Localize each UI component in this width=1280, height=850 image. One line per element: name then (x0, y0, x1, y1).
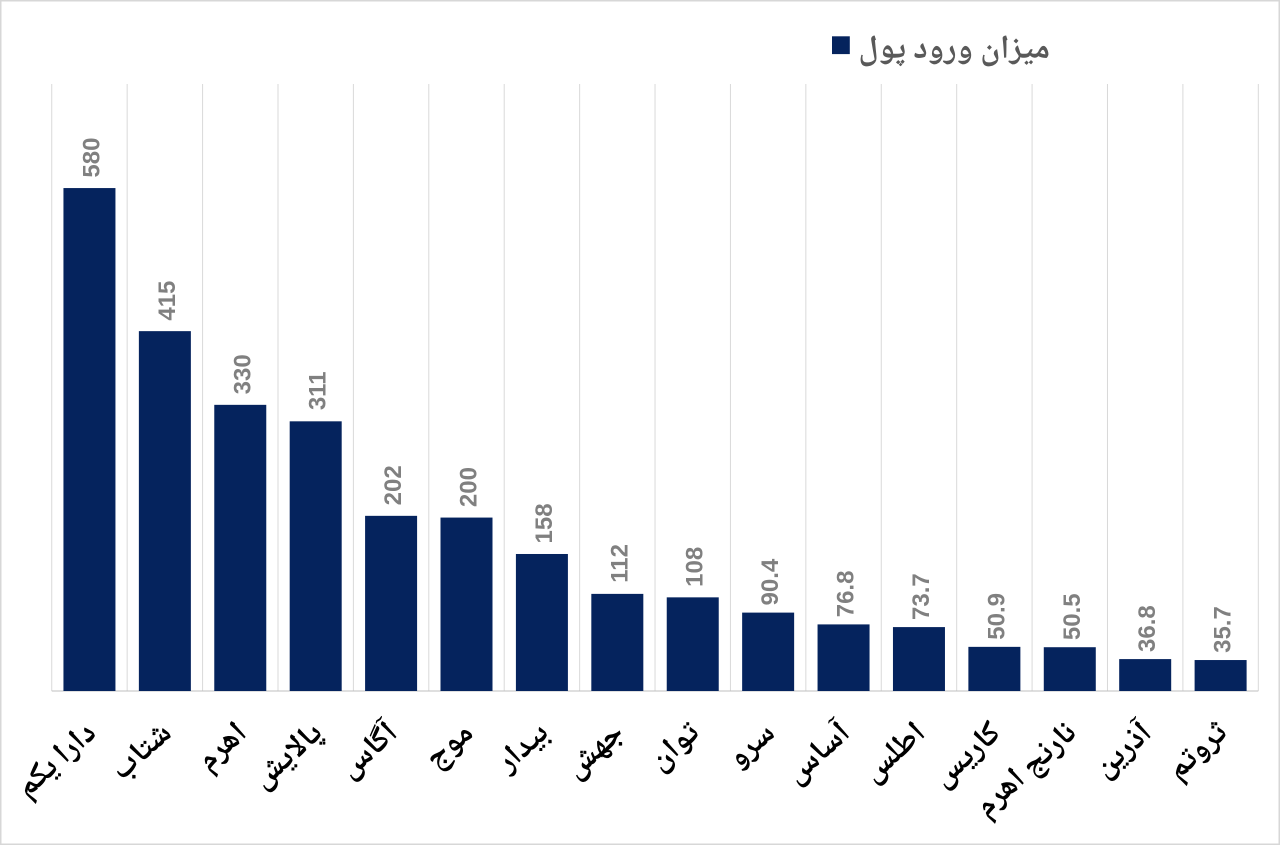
svg-text:580: 580 (78, 138, 105, 178)
svg-text:330: 330 (229, 354, 256, 394)
svg-text:202: 202 (380, 465, 407, 505)
svg-text:76.8: 76.8 (833, 571, 860, 618)
svg-text:35.7: 35.7 (1210, 606, 1237, 653)
svg-text:50.5: 50.5 (1059, 593, 1086, 640)
svg-text:112: 112 (606, 544, 633, 583)
svg-text:50.9: 50.9 (983, 593, 1010, 640)
svg-text:415: 415 (154, 281, 181, 321)
svg-text:108: 108 (682, 547, 709, 587)
svg-text:73.7: 73.7 (908, 573, 935, 620)
svg-text:158: 158 (531, 503, 558, 543)
svg-text:311: 311 (305, 371, 332, 410)
svg-text:36.8: 36.8 (1134, 605, 1161, 652)
svg-text:90.4: 90.4 (757, 558, 784, 605)
svg-text:200: 200 (456, 467, 483, 507)
